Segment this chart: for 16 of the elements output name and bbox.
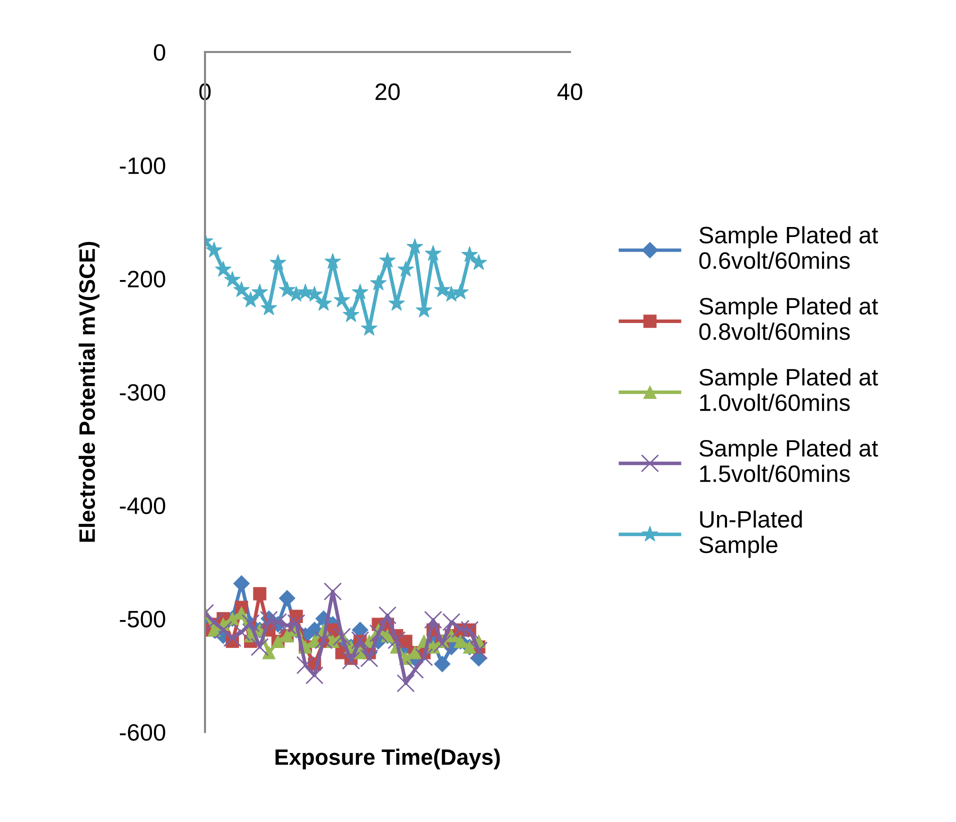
y-tick-label: -200	[120, 270, 166, 288]
y-axis-title: Electrode Potential mV(SCE)	[78, 242, 100, 542]
y-tick-label: -600	[120, 724, 166, 741]
y-tick-label: -400	[120, 497, 166, 514]
legend-label: Sample Plated at 0.8volt/60mins	[699, 297, 878, 340]
x-tick-label: 40	[557, 83, 582, 100]
x-tick-label: 20	[376, 83, 400, 100]
y-tick-label: -300	[120, 384, 166, 401]
legend-label: Sample Plated at 1.0volt/60mins	[699, 368, 878, 412]
y-tick-label: 0	[154, 44, 166, 61]
legend-label: Un-Plated Sample	[699, 510, 802, 558]
legend-label: Sample Plated at 1.5volt/60mins	[699, 439, 878, 482]
y-tick-label: -500	[120, 610, 166, 628]
y-tick-label: -100	[120, 157, 166, 174]
x-axis-title: Exposure Time(Days)	[276, 748, 500, 770]
legend-label: Sample Plated at 0.6volt/60mins	[699, 226, 878, 269]
